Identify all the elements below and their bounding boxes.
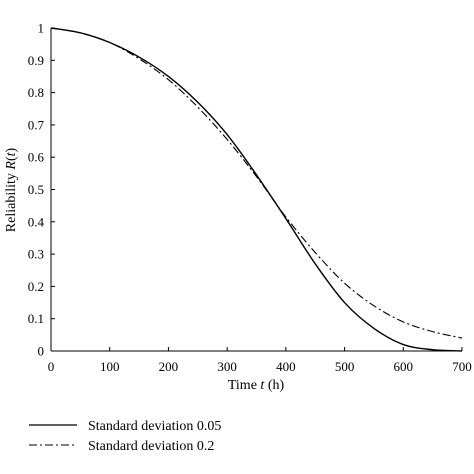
x-tick-label: 300 [217,359,237,374]
legend: Standard deviation 0.05 Standard deviati… [29,419,221,454]
x-tick-label: 100 [100,359,120,374]
y-tick-label: 0.6 [28,150,45,165]
y-tick-label: 0.4 [28,214,45,229]
x-tick-label: 400 [276,359,296,374]
legend-item-dashdot: Standard deviation 0.2 [29,439,214,454]
y-tick-label: 0.8 [28,85,44,100]
x-axis-label: Time t (h) [228,378,285,393]
x-tick-label: 700 [452,359,472,374]
y-tick-label: 0.3 [28,247,44,262]
series-layer [50,27,463,352]
y-ticks: 0 0.1 0.2 0.3 0.4 0.5 0.6 0.7 0.8 0.9 1 [28,21,55,359]
y-tick-label: 0.5 [28,182,44,197]
y-tick-label: 0 [38,344,45,359]
series-line-solid [50,27,463,352]
y-axis-label: Reliability R(t) [4,147,19,232]
y-tick-label: 0.2 [28,279,44,294]
x-tick-label: 200 [159,359,179,374]
y-tick-label: 0.7 [28,117,45,132]
series-line-dashdot [50,27,463,339]
y-tick-label: 0.1 [28,311,44,326]
y-tick-label: 1 [38,21,45,36]
plot-frame [50,28,462,352]
x-tick-label: 500 [335,359,355,374]
x-tick-label: 0 [48,359,55,374]
legend-label-dashdot: Standard deviation 0.2 [88,439,214,454]
x-ticks: 0 100 200 300 400 500 600 700 [48,347,472,374]
x-tick-label: 600 [394,359,414,374]
legend-label-solid: Standard deviation 0.05 [88,419,221,434]
y-tick-label: 0.9 [28,53,44,68]
legend-item-solid: Standard deviation 0.05 [29,419,221,434]
